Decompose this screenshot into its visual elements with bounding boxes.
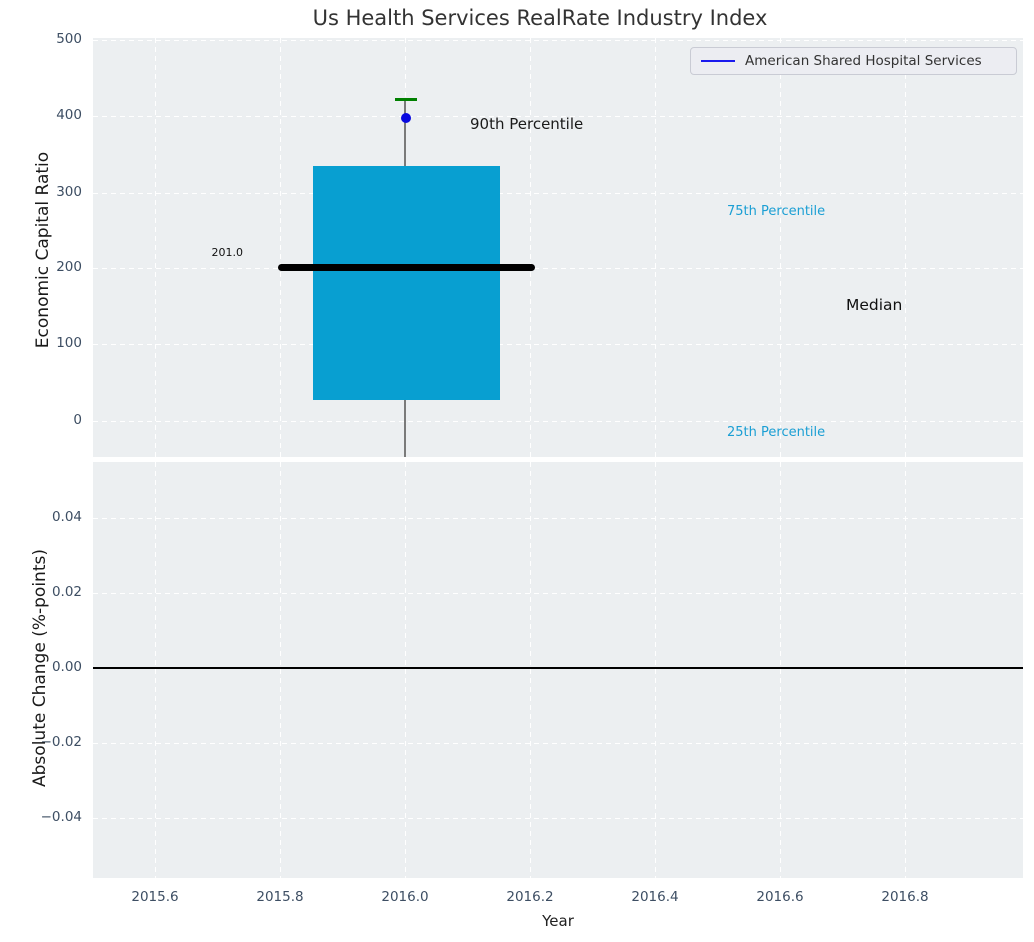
ytick-label: −0.02 xyxy=(40,734,82,750)
p90-tick-mark xyxy=(395,98,417,101)
annotation-90th-percentile: 90th Percentile xyxy=(470,115,584,133)
gridline-v xyxy=(155,462,156,878)
xtick-label: 2016.8 xyxy=(881,889,929,905)
gridline-h xyxy=(93,743,1023,744)
ytick-label: 0.04 xyxy=(51,509,82,525)
annotation-25th-percentile: 25th Percentile xyxy=(727,425,826,440)
ytick-label: 200 xyxy=(56,259,82,275)
xtick-label: 2016.2 xyxy=(506,889,554,905)
gridline-v xyxy=(655,38,656,457)
gridline-v xyxy=(780,38,781,457)
xtick-label: 2015.6 xyxy=(131,889,179,905)
ytick-label: 0.00 xyxy=(51,659,82,675)
gridline-v xyxy=(905,462,906,878)
median-line xyxy=(278,264,535,271)
gridline-h xyxy=(93,518,1023,519)
ylabel-absolute-change: Absolute Change (%-points) xyxy=(30,549,50,787)
xlabel-year: Year xyxy=(542,912,574,930)
axes-economic-capital-ratio: 90th Percentile 201.0 75th Percentile Me… xyxy=(93,38,1023,457)
gridline-h xyxy=(93,818,1023,819)
gridline-h xyxy=(93,268,1023,269)
percentile-box xyxy=(313,166,500,400)
ylabel-economic-capital-ratio: Economic Capital Ratio xyxy=(33,151,53,349)
gridline-v xyxy=(280,38,281,457)
annotation-median-value: 201.0 xyxy=(211,246,244,259)
ytick-label: 100 xyxy=(56,335,82,351)
gridline-v xyxy=(530,462,531,878)
ytick-label: 0 xyxy=(73,412,82,428)
gridline-h xyxy=(93,193,1023,194)
gridline-v xyxy=(655,462,656,878)
gridline-v xyxy=(780,462,781,878)
xtick-label: 2016.0 xyxy=(381,889,429,905)
gridline-h xyxy=(93,344,1023,345)
company-value-dot xyxy=(401,113,411,123)
chart-title: Us Health Services RealRate Industry Ind… xyxy=(312,6,768,30)
legend-line-sample xyxy=(701,59,735,63)
gridline-v xyxy=(280,462,281,878)
annotation-median: Median xyxy=(846,296,903,314)
gridline-v xyxy=(530,38,531,457)
xtick-label: 2016.6 xyxy=(756,889,804,905)
gridline-v xyxy=(905,38,906,457)
legend: American Shared Hospital Services xyxy=(690,47,1017,75)
annotation-75th-percentile: 75th Percentile xyxy=(727,204,826,219)
gridline-v xyxy=(155,38,156,457)
legend-label: American Shared Hospital Services xyxy=(745,53,982,69)
ytick-label: 300 xyxy=(56,184,82,200)
axes-absolute-change xyxy=(93,462,1023,878)
ytick-label: −0.04 xyxy=(40,809,82,825)
xtick-label: 2015.8 xyxy=(256,889,304,905)
gridline-h xyxy=(93,116,1023,117)
gridline-h xyxy=(93,421,1023,422)
zero-reference-line xyxy=(93,667,1023,669)
gridline-v xyxy=(405,462,406,878)
ytick-label: 0.02 xyxy=(51,584,82,600)
gridline-h xyxy=(93,593,1023,594)
ytick-label: 400 xyxy=(56,107,82,123)
xtick-label: 2016.4 xyxy=(631,889,679,905)
gridline-h xyxy=(93,40,1023,41)
ytick-label: 500 xyxy=(56,31,82,47)
